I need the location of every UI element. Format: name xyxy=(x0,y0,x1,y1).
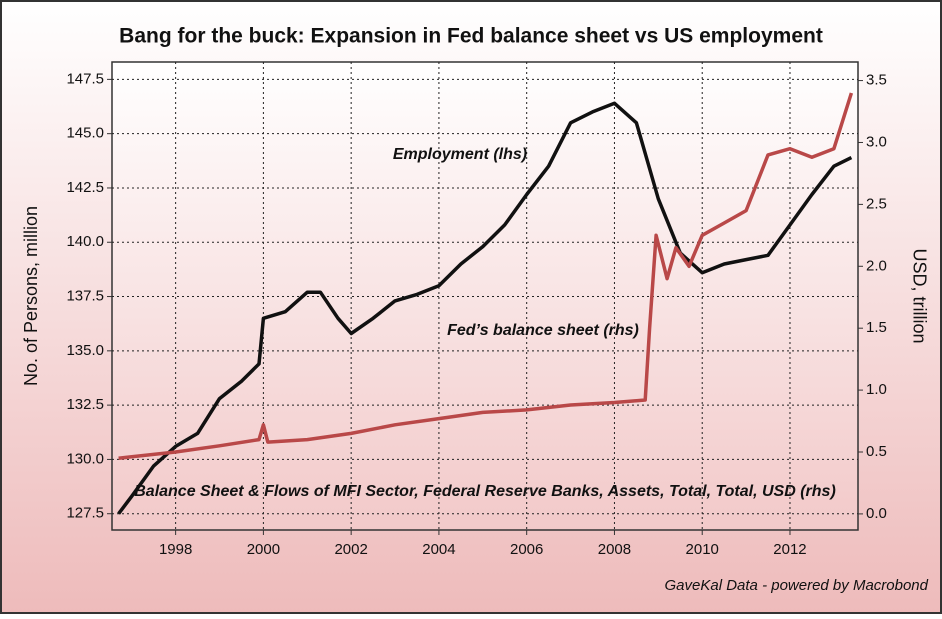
y2-tick-label: 1.5 xyxy=(866,319,887,336)
plot-area xyxy=(111,61,859,531)
y-tick-label: 147.5 xyxy=(66,70,104,87)
x-tick-label: 2002 xyxy=(334,541,367,558)
y2-tick-label: 3.5 xyxy=(866,72,887,89)
series-line xyxy=(118,92,854,460)
chart-title: Bang for the buck: Expansion in Fed bala… xyxy=(119,25,823,48)
y2-tick-label: 0.0 xyxy=(866,505,887,522)
annotation: Employment (lhs) xyxy=(393,146,527,163)
source: GaveKal Data - powered by Macrobond xyxy=(665,577,929,594)
x-tick-label: 2008 xyxy=(598,541,631,558)
annotation: Fed’s balance sheet (rhs) xyxy=(447,322,639,339)
y-tick-label: 130.0 xyxy=(66,450,104,467)
x-tick-label: 2000 xyxy=(247,541,280,558)
y2-tick-label: 2.0 xyxy=(866,257,887,274)
y-tick-label: 142.5 xyxy=(66,179,104,196)
y-tick-label: 137.5 xyxy=(66,288,104,305)
y-tick-label: 127.5 xyxy=(66,505,104,522)
annotation: Balance Sheet & Flows of MFI Sector, Fed… xyxy=(134,483,836,500)
x-tick-label: 2010 xyxy=(686,541,719,558)
y-tick-label: 135.0 xyxy=(66,342,104,359)
x-tick-label: 1998 xyxy=(159,541,192,558)
x-tick-label: 2012 xyxy=(773,541,806,558)
x-tick-label: 2004 xyxy=(422,541,455,558)
y2-tick-label: 0.5 xyxy=(866,443,887,460)
y-tick-label: 140.0 xyxy=(66,233,104,250)
y-axis-label: No. of Persons, million xyxy=(21,206,41,386)
y2-axis-label: USD, trillion xyxy=(909,248,929,343)
y2-tick-label: 2.5 xyxy=(866,195,887,212)
series-line xyxy=(117,101,853,515)
y2-tick-label: 3.0 xyxy=(866,133,887,150)
y2-tick-label: 1.0 xyxy=(866,381,887,398)
y-tick-label: 132.5 xyxy=(66,396,104,413)
x-tick-label: 2006 xyxy=(510,541,543,558)
y-tick-label: 145.0 xyxy=(66,125,104,142)
